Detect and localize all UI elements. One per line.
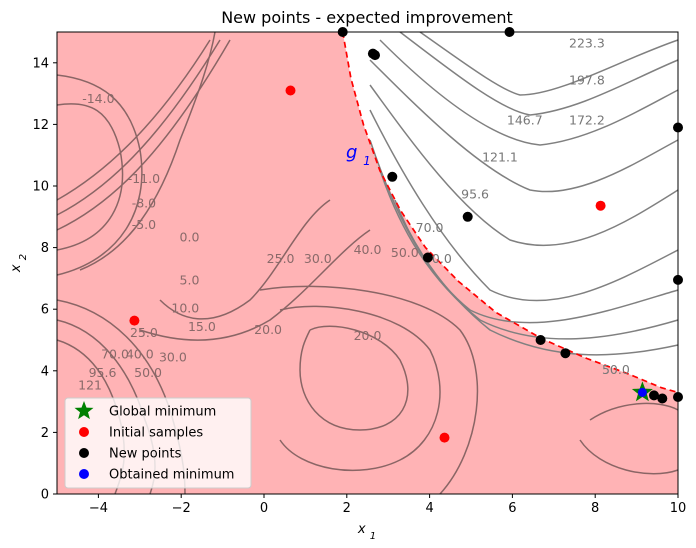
contour-label: 50.0 [391,245,419,260]
infeasible-region [57,32,678,494]
x-axis-ticks: −4 −2 0 2 4 6 8 10 [89,494,686,516]
contour-labels: 223.3197.8172.2146.7121.195.670.060.050.… [78,35,630,392]
y-tick-label: 0 [41,488,49,503]
x-axis-label-text: x [357,522,366,537]
new-points-point [560,348,571,359]
legend-entry: Initial samples [109,426,203,441]
contour-label: 70.0 [416,220,444,235]
contour-label: 40.0 [354,242,382,257]
plot-frame [56,31,679,495]
contour-label: 70.0 [101,347,129,362]
legend-box [64,397,252,489]
contour-label: 5.0 [180,273,200,288]
initial-samples-point [439,432,450,443]
legend-entry: New points [109,447,182,462]
x-tick-label: 4 [425,501,433,516]
contour-label: 50.0 [134,365,162,380]
contour-label: 25.0 [130,325,158,340]
axis-label-subscript: 1 [370,531,376,542]
contour-label: 20.0 [254,322,282,337]
contour-label: 146.7 [507,112,543,127]
y-tick-label: 10 [32,180,49,195]
new-points-point [422,252,433,263]
x-tick-label: 0 [260,501,268,516]
new-points-point [649,390,659,401]
contour-lines-lower [56,31,679,495]
contour-label: 121.1 [482,149,518,164]
legend-entry: Global minimum [109,405,216,420]
y-tick-label: 8 [41,241,49,256]
contour-label: 30.0 [304,251,332,266]
contour-label: -11.0 [128,171,160,186]
y-axis-label-text: x [9,264,24,273]
contour-label: 20.0 [354,328,382,343]
new-points-point [462,211,473,222]
new-points-point [387,171,398,182]
x-tick-label: 10 [670,501,687,516]
legend: Global minimum Initial samples New points O… [64,397,252,489]
contour-label: 50.0 [602,362,630,377]
chart-title: New points - expected improvement [221,8,513,27]
contour-label: -14.0 [82,91,114,106]
legend-dot-icon [79,469,89,479]
contour-label: 121 [78,377,102,392]
contour-label: 95.6 [461,186,489,201]
y-tick-label: 6 [41,303,49,318]
x-tick-label: 2 [343,501,351,516]
initial-samples-point [285,85,296,96]
x-tick-label: −4 [89,501,108,516]
x-tick-label: 6 [508,501,516,516]
legend-dot-icon [79,427,89,437]
contour-label: -8.0 [132,196,156,211]
legend-dot-icon [79,448,89,458]
constraint-boundary [341,31,679,394]
legend-star-icon [74,401,94,420]
constraint-label-letter: g [346,142,357,163]
contour-lines-upper [369,31,679,356]
contour-label: 0.0 [180,229,200,244]
y-tick-label: 12 [32,118,49,133]
contour-label: 30.0 [159,350,187,365]
constraint-label: g 1 [346,142,371,168]
obtained-minimum-point [637,387,647,397]
contour-label: -5.0 [132,217,156,232]
new-points-point [370,50,380,61]
contour-label: 223.3 [569,35,605,50]
x-tick-label: 8 [591,501,599,516]
initial-samples-point [129,315,140,326]
contour-label: 25.0 [267,251,295,266]
constraint-label-subscript: 1 [363,154,371,168]
contour-label: 40.0 [126,347,154,362]
x-axis-label: x 1 [357,522,376,542]
y-tick-label: 2 [41,426,49,441]
y-axis-label: x 2 [9,254,29,273]
contour-label: 197.8 [569,72,605,87]
axis-label-subscript: 2 [18,254,29,260]
y-axis-ticks: 0 2 4 6 8 10 12 14 [32,56,57,503]
contour-label: 95.6 [89,365,117,380]
new-points-point [535,335,546,345]
x-tick-label: −2 [172,501,191,516]
initial-samples-point [595,200,606,211]
contour-label: 15.0 [188,319,216,334]
new-points-point [657,393,668,404]
contour-label: 10.0 [171,300,199,315]
legend-entry: Obtained minimum [109,468,234,483]
contour-label: 172.2 [569,112,605,127]
y-tick-label: 14 [32,56,49,71]
y-tick-label: 4 [41,364,49,379]
